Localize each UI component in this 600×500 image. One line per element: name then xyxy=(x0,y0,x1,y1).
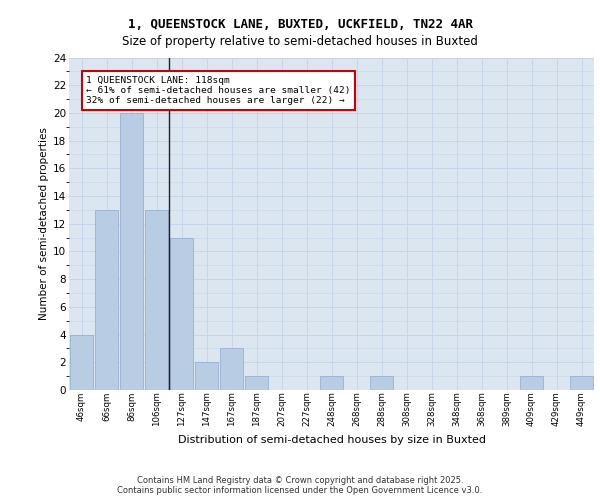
Text: 1 QUEENSTOCK LANE: 118sqm
← 61% of semi-detached houses are smaller (42)
32% of : 1 QUEENSTOCK LANE: 118sqm ← 61% of semi-… xyxy=(86,76,350,106)
Bar xyxy=(170,238,193,390)
Text: 1, QUEENSTOCK LANE, BUXTED, UCKFIELD, TN22 4AR: 1, QUEENSTOCK LANE, BUXTED, UCKFIELD, TN… xyxy=(128,18,473,30)
Bar xyxy=(569,376,593,390)
Text: Contains HM Land Registry data © Crown copyright and database right 2025.
Contai: Contains HM Land Registry data © Crown c… xyxy=(118,476,482,495)
Bar xyxy=(520,376,544,390)
Bar xyxy=(95,210,118,390)
Bar xyxy=(194,362,218,390)
Bar xyxy=(145,210,169,390)
Bar xyxy=(320,376,343,390)
Y-axis label: Number of semi-detached properties: Number of semi-detached properties xyxy=(39,128,49,320)
Bar xyxy=(119,113,143,390)
Text: Size of property relative to semi-detached houses in Buxted: Size of property relative to semi-detach… xyxy=(122,35,478,48)
X-axis label: Distribution of semi-detached houses by size in Buxted: Distribution of semi-detached houses by … xyxy=(178,434,485,444)
Bar xyxy=(220,348,244,390)
Bar xyxy=(370,376,394,390)
Bar xyxy=(70,334,94,390)
Bar xyxy=(245,376,268,390)
